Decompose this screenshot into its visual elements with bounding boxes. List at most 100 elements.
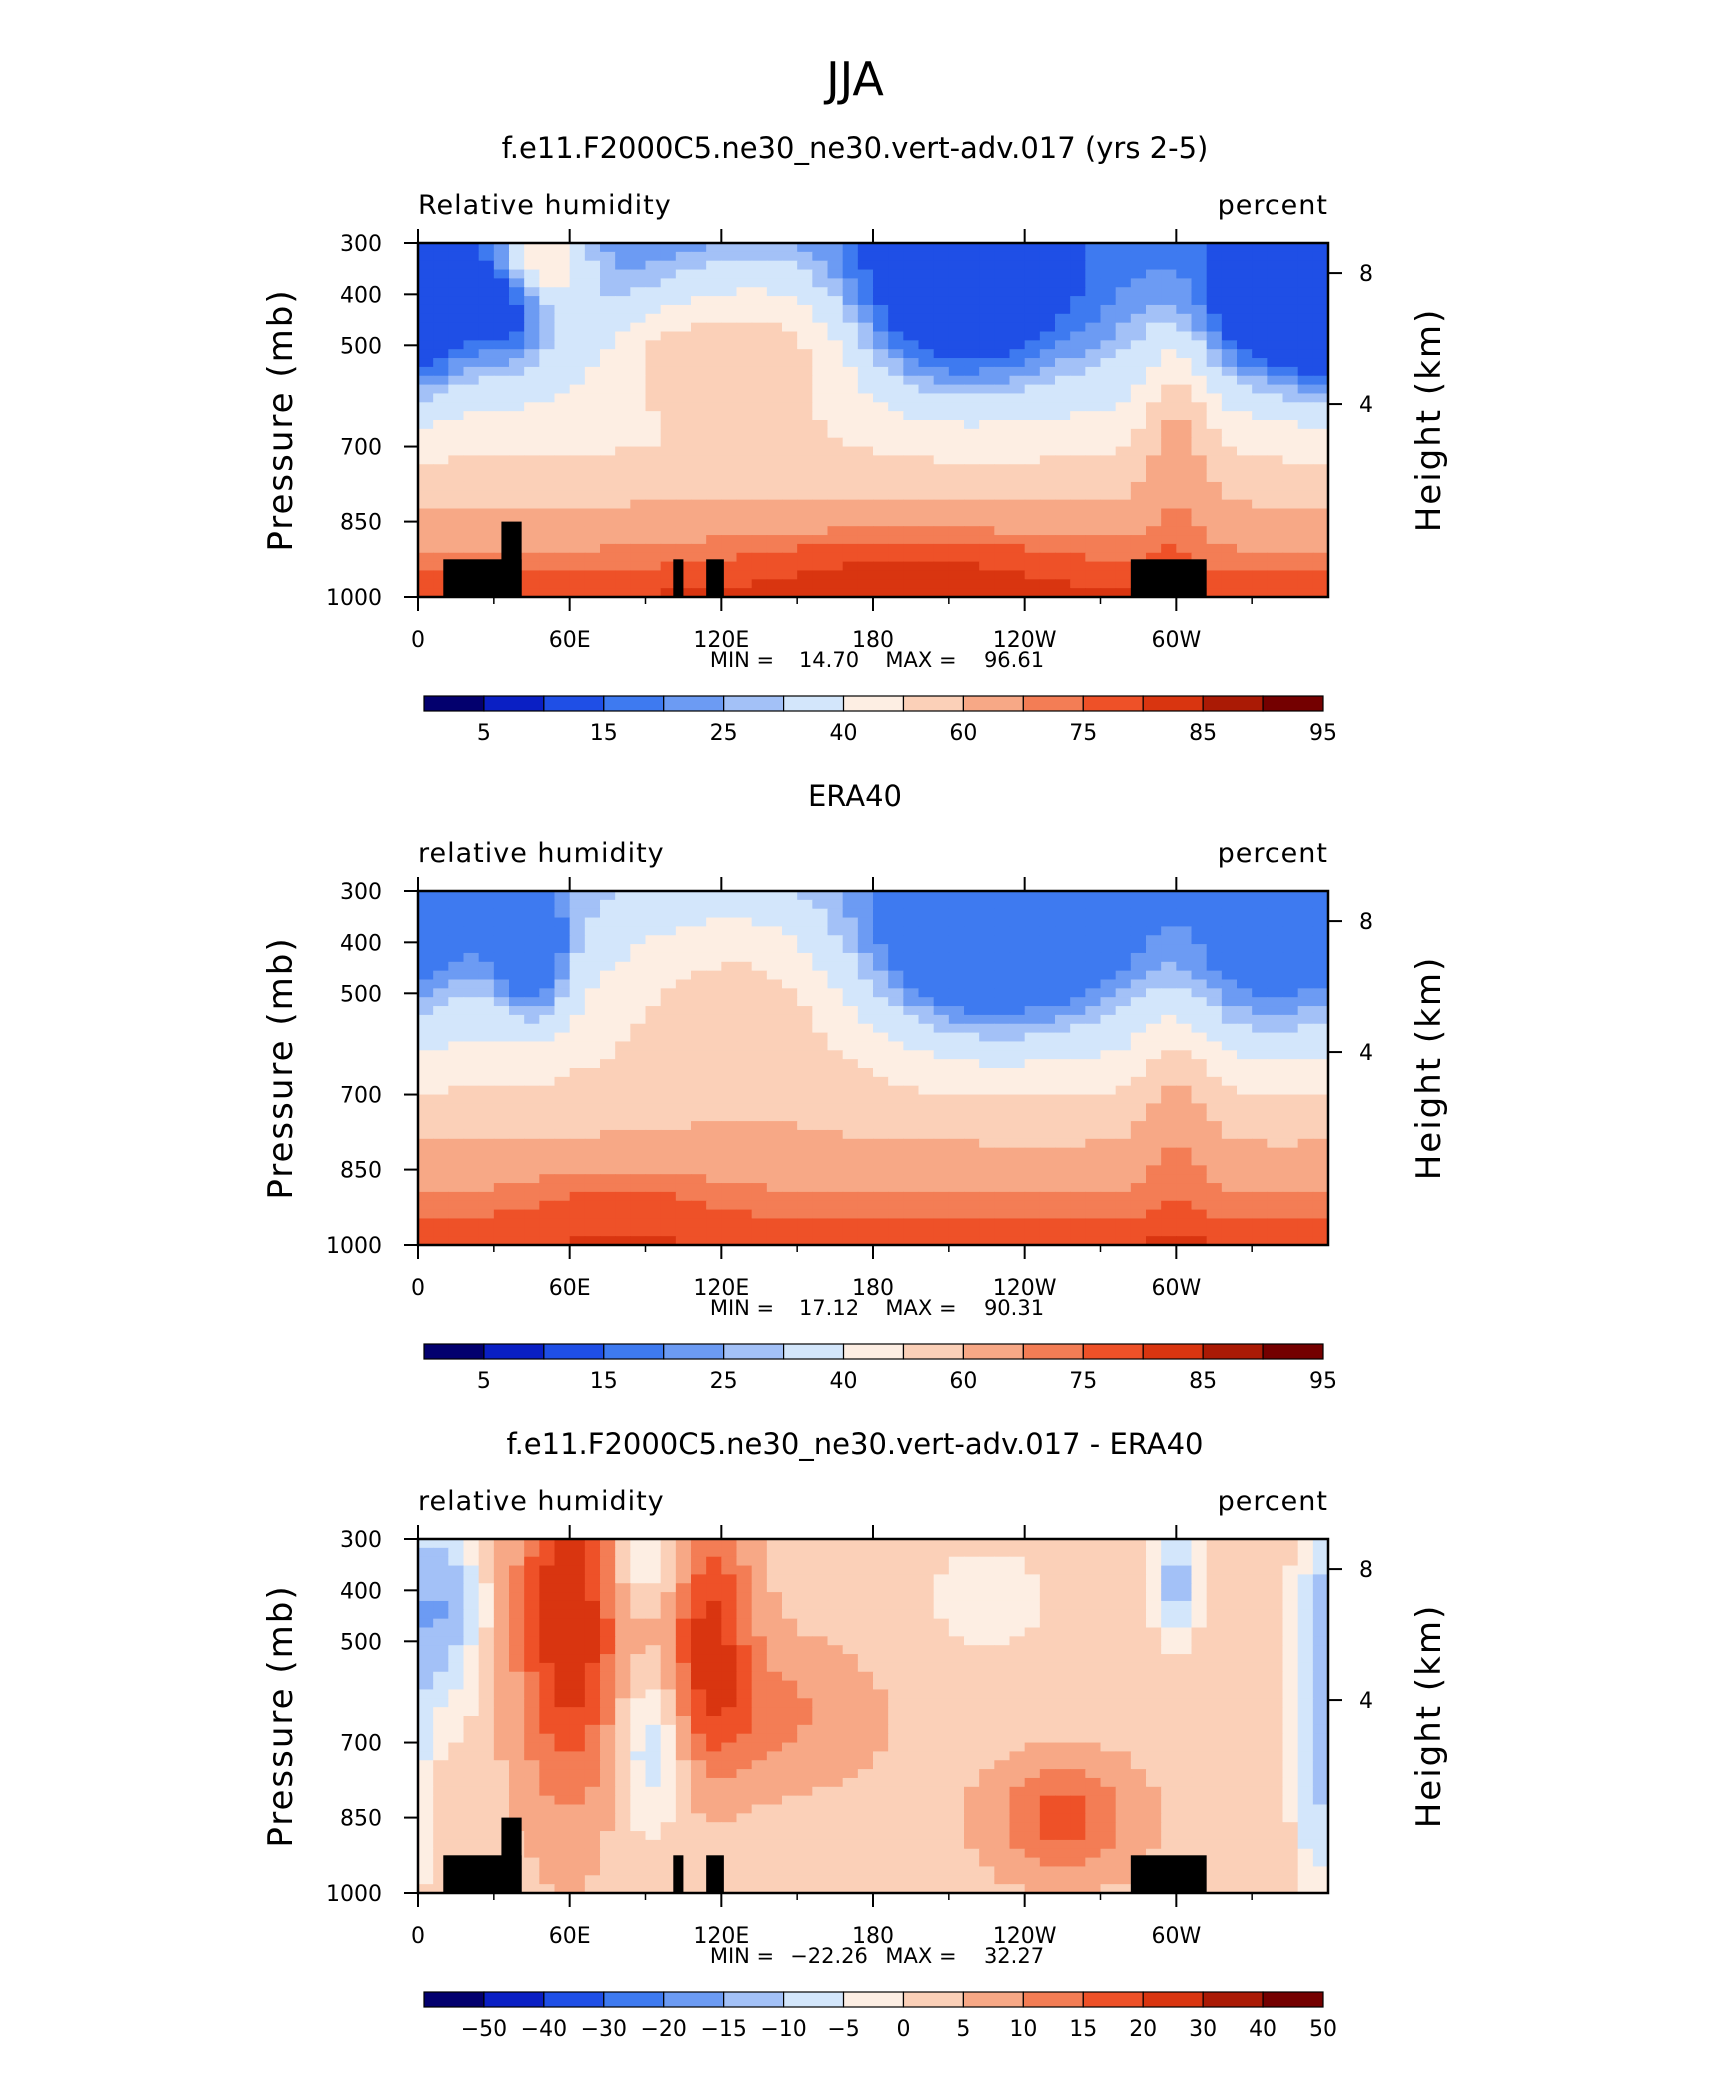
contour-cell: [645, 1539, 662, 1549]
contour-cell: [1024, 331, 1041, 341]
contour-cell: [660, 1112, 677, 1122]
contour-cell: [524, 1227, 540, 1237]
contour-cell: [418, 1218, 434, 1228]
contour-cell: [873, 899, 889, 910]
contour-cell: [418, 588, 434, 598]
contour-cell: [1009, 481, 1026, 492]
contour-cell: [1267, 287, 1284, 297]
contour-cell: [509, 464, 525, 474]
contour-cell: [660, 988, 677, 998]
contour-cell: [600, 570, 616, 580]
contour-cell: [979, 543, 995, 554]
contour-cell: [903, 1218, 920, 1228]
contour-cell: [827, 570, 844, 580]
contour-cell: [842, 970, 859, 981]
contour-cell: [448, 891, 465, 901]
contour-cell: [1009, 997, 1026, 1007]
contour-cell: [554, 1236, 571, 1246]
contour-cell: [903, 375, 920, 386]
contour-cell: [842, 455, 859, 465]
contour-cell: [1191, 1023, 1208, 1034]
contour-cell: [615, 961, 631, 972]
contour-cell: [1267, 970, 1284, 981]
contour-cell: [660, 1165, 677, 1175]
contour-cell: [433, 579, 449, 589]
contour-cell: [1237, 1014, 1253, 1025]
contour-cell: [736, 926, 753, 936]
contour-cell: [675, 473, 692, 483]
contour-cell: [1039, 260, 1056, 271]
contour-cell: [721, 891, 738, 901]
contour-cell: [857, 1191, 874, 1202]
contour-cell: [994, 322, 1011, 333]
contour-cell: [933, 402, 950, 412]
contour-cell: [1039, 366, 1056, 377]
contour-cell: [1009, 961, 1026, 972]
contour-cell: [857, 1112, 874, 1122]
contour-cell: [1267, 1094, 1284, 1104]
contour-cell: [1282, 1085, 1299, 1096]
contour-cell: [903, 1068, 920, 1078]
contour-cell: [433, 997, 449, 1007]
contour-cell: [463, 499, 480, 510]
contour-cell: [1237, 508, 1253, 518]
contour-cell: [1009, 473, 1026, 483]
contour-cell: [1206, 313, 1223, 324]
contour-cell: [797, 1156, 813, 1166]
contour-cell: [1267, 944, 1284, 954]
contour-cell: [1085, 908, 1102, 919]
contour-cell: [948, 1227, 965, 1237]
contour-cell: [721, 1094, 738, 1104]
contour-cell: [827, 420, 844, 430]
contour-cell: [418, 251, 434, 262]
contour-cell: [857, 375, 874, 386]
contour-cell: [827, 473, 844, 483]
max-label: MAX =: [885, 648, 956, 672]
contour-cell: [1191, 490, 1208, 501]
contour-cell: [1297, 944, 1314, 954]
contour-cell: [1206, 1094, 1223, 1104]
contour-cell: [675, 891, 692, 901]
contour-cell: [1100, 384, 1117, 395]
contour-cell: [751, 1032, 768, 1043]
contour-cell: [842, 935, 859, 945]
contour-cell: [1206, 1085, 1223, 1096]
contour-cell: [797, 917, 813, 927]
contour-cell: [1115, 269, 1132, 279]
contour-cell: [433, 1041, 449, 1051]
contour-cell: [675, 1227, 692, 1237]
contour-cell: [751, 481, 768, 492]
contour-cell: [918, 997, 935, 1007]
contour-cell: [1221, 428, 1238, 439]
contour-cell: [615, 260, 631, 271]
contour-cell: [736, 278, 753, 288]
contour-cell: [660, 526, 677, 536]
contour-cell: [1312, 411, 1329, 421]
contour-cell: [675, 1129, 692, 1140]
contour-cell: [873, 1191, 889, 1202]
contour-cell: [1221, 455, 1238, 465]
contour-cell: [1282, 1032, 1299, 1043]
contour-cell: [1221, 481, 1238, 492]
contour-cell: [1161, 402, 1177, 412]
contour-cell: [933, 517, 950, 527]
contour-cell: [1312, 579, 1329, 589]
contour-cell: [691, 1094, 707, 1104]
contour-cell: [448, 384, 465, 395]
contour-cell: [933, 428, 950, 439]
contour-cell: [478, 304, 495, 315]
contour-cell: [1024, 552, 1041, 563]
contour-cell: [448, 278, 465, 288]
contour-cell: [979, 1165, 995, 1175]
contour-cell: [766, 1014, 783, 1025]
contour-cell: [857, 473, 874, 483]
contour-cell: [1085, 1103, 1102, 1113]
contour-cell: [418, 1006, 434, 1016]
contour-cell: [1206, 891, 1223, 901]
contour-cell: [706, 944, 722, 954]
contour-cell: [584, 269, 601, 279]
contour-cell: [979, 340, 995, 350]
contour-cell: [509, 446, 525, 456]
contour-cell: [630, 917, 647, 927]
